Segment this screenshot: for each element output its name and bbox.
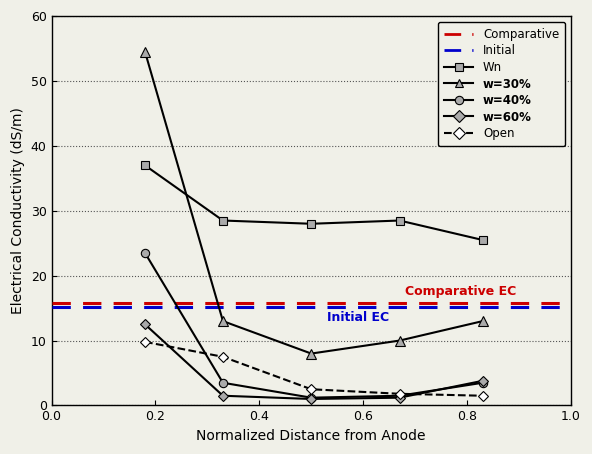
Text: Initial EC: Initial EC bbox=[327, 311, 389, 324]
Y-axis label: Electrical Conductivity (dS/m): Electrical Conductivity (dS/m) bbox=[11, 107, 25, 314]
Legend: Comparative, Initial, Wn, w=30%, w=40%, w=60%, Open: Comparative, Initial, Wn, w=30%, w=40%, … bbox=[438, 22, 565, 146]
X-axis label: Normalized Distance from Anode: Normalized Distance from Anode bbox=[197, 429, 426, 443]
Text: Comparative EC: Comparative EC bbox=[405, 285, 516, 298]
